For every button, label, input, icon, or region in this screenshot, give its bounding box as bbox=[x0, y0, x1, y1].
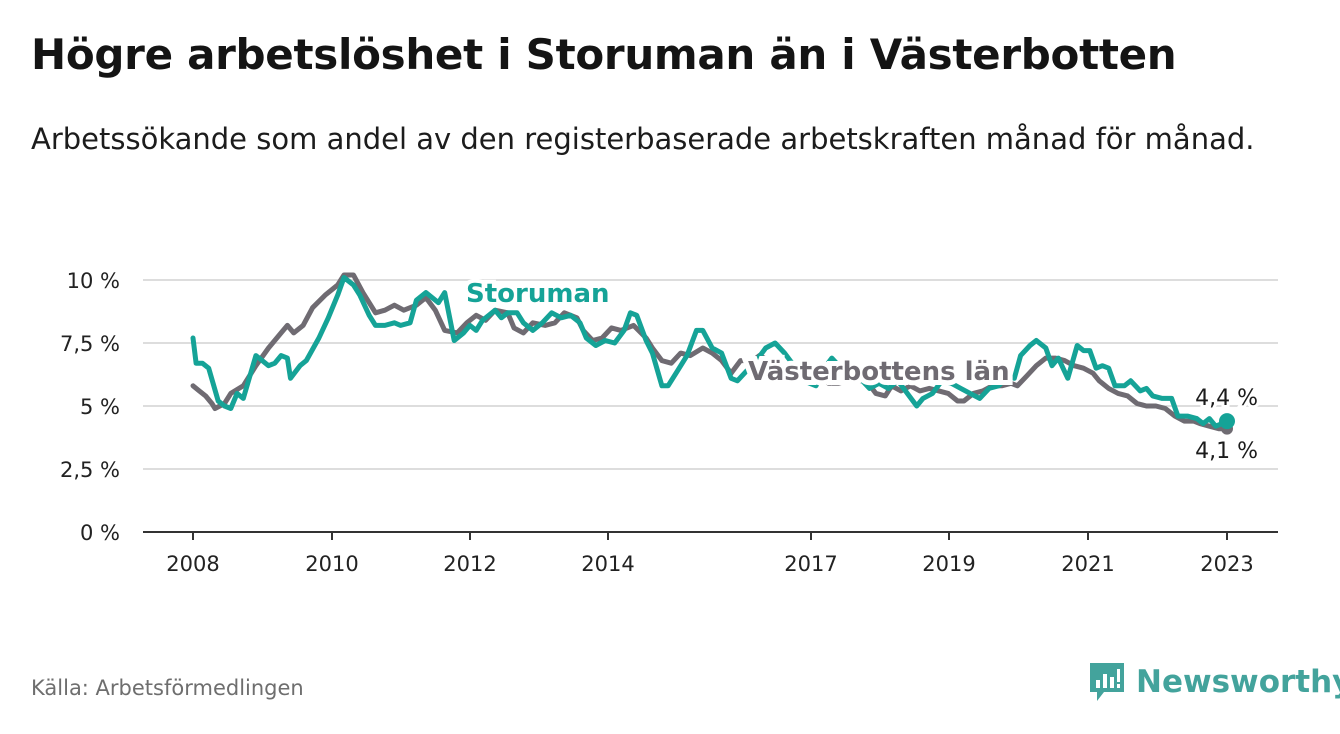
x-tick-label: 2012 bbox=[443, 552, 496, 576]
newsworthy-logo-icon bbox=[1090, 663, 1124, 701]
y-tick-label: 5 % bbox=[80, 395, 120, 419]
x-tick-label: 2023 bbox=[1200, 552, 1253, 576]
series-line-storuman bbox=[190, 275, 1230, 429]
x-tick-label: 2010 bbox=[305, 552, 358, 576]
gridlines bbox=[143, 279, 1278, 533]
series-lines bbox=[190, 272, 1235, 435]
x-tick-label: 2008 bbox=[166, 552, 219, 576]
source-note: Källa: Arbetsförmedlingen bbox=[31, 676, 304, 700]
x-axis-ticks: 2008 2010 2012 2014 2017 2019 2021 2023 bbox=[166, 532, 1254, 576]
end-point-storuman bbox=[1219, 413, 1235, 430]
x-tick-label: 2017 bbox=[784, 552, 837, 576]
end-label-storuman: 4,4 % bbox=[1195, 386, 1258, 411]
series-label-vasterbotten: Västerbottens län bbox=[748, 357, 1010, 387]
y-tick-label: 2,5 % bbox=[60, 458, 120, 482]
y-tick-label: 7,5 % bbox=[60, 332, 120, 356]
series-labels: Storuman Västerbottens län 4,4 % 4,1 % bbox=[462, 275, 1261, 467]
y-tick-label: 0 % bbox=[80, 521, 120, 545]
x-tick-label: 2019 bbox=[922, 552, 975, 576]
y-tick-label: 10 % bbox=[67, 269, 120, 293]
series-label-storuman: Storuman bbox=[466, 279, 610, 309]
x-tick-label: 2021 bbox=[1061, 552, 1114, 576]
brand-logo[interactable]: Newsworthy bbox=[1088, 660, 1340, 704]
y-axis-ticks: 0 % 2,5 % 5 % 7,5 % 10 % bbox=[60, 269, 120, 545]
chart-title: Högre arbetslöshet i Storuman än i Väste… bbox=[31, 30, 1177, 79]
brand-name: Newsworthy bbox=[1136, 664, 1340, 700]
x-tick-label: 2014 bbox=[581, 552, 634, 576]
end-label-vasterbotten: 4,1 % bbox=[1195, 439, 1258, 464]
chart-subtitle: Arbetssökande som andel av den registerb… bbox=[31, 122, 1255, 156]
